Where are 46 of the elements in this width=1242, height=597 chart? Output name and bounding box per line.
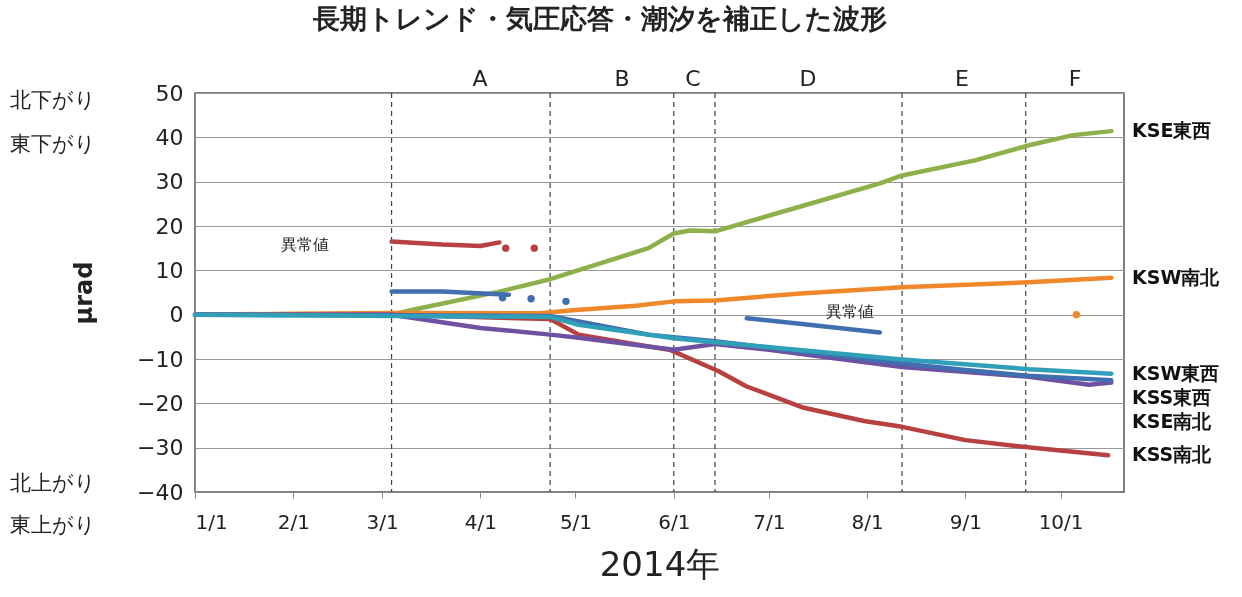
series-label: KSW南北 — [1132, 265, 1221, 288]
y-tick-label: −40 — [137, 479, 184, 505]
y-tick-label: 10 — [155, 257, 184, 283]
point — [527, 295, 535, 303]
y-tick-label: 40 — [155, 124, 184, 150]
series-label: KSE東西 — [1132, 119, 1212, 142]
x-tick-label: 8/1 — [851, 509, 884, 534]
y-axis-title: μrad — [70, 261, 99, 325]
annotation: 異常値 — [826, 302, 874, 321]
text: B — [614, 66, 630, 91]
x-tick-label: 2/1 — [277, 509, 310, 534]
y-tick-label: −10 — [137, 346, 184, 372]
x-tick-label: 4/1 — [464, 509, 497, 534]
x-tick-label: 5/1 — [559, 509, 593, 534]
y-tick-label: 50 — [155, 80, 184, 106]
text: E — [955, 66, 969, 91]
point — [502, 244, 510, 252]
text: 東下がり — [10, 132, 96, 156]
series-label: KSW東西 — [1132, 361, 1220, 384]
text: 東上がり — [10, 513, 96, 537]
series-label: KSS東西 — [1132, 385, 1212, 408]
text: 北下がり — [10, 88, 96, 112]
y-tick-label: −20 — [137, 390, 184, 416]
x-tick-label: 10/1 — [1038, 509, 1084, 534]
point — [530, 244, 538, 252]
text: D — [799, 66, 817, 91]
x-axis-title: 2014年 — [599, 543, 721, 584]
text: 北上がり — [10, 471, 96, 495]
y-tick-label: −30 — [137, 435, 184, 461]
point — [1072, 310, 1081, 319]
x-tick-label: 3/1 — [366, 509, 399, 534]
text: C — [685, 66, 701, 91]
y-tick-label: 0 — [169, 302, 184, 328]
x-tick-label: 6/1 — [658, 509, 691, 534]
text: F — [1068, 66, 1082, 91]
series-label: KSE南北 — [1132, 409, 1213, 432]
point — [562, 297, 570, 306]
annotation: 異常値 — [281, 235, 329, 254]
y-tick-label: 30 — [155, 169, 184, 195]
y-tick-label: 20 — [155, 213, 184, 239]
x-tick-label: 1/1 — [195, 509, 228, 534]
x-tick-label: 7/1 — [753, 509, 786, 534]
text: A — [472, 66, 488, 91]
chart-title: 長期トレンド・気圧応答・潮汐を補正した波形 — [311, 3, 887, 34]
series-label: KSS南北 — [1132, 443, 1213, 466]
x-tick-label: 9/1 — [949, 509, 983, 534]
